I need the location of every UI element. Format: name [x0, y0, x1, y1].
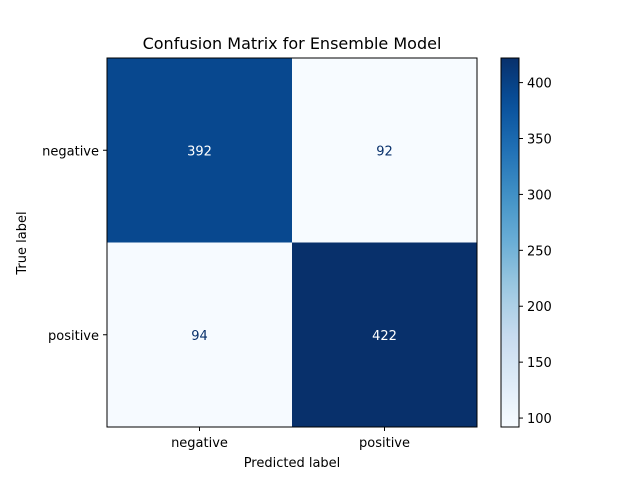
cell-negative-negative — [107, 58, 292, 243]
colorbar-ticks: 100 150 200 250 300 350 400 — [519, 77, 552, 427]
chart-title: Confusion Matrix for Ensemble Model — [143, 34, 442, 53]
cell-value-label: 392 — [187, 144, 212, 159]
cell-positive-positive — [292, 242, 477, 427]
cell-value-labels: 392 92 94 422 — [187, 144, 397, 344]
heatmap-frame — [106, 57, 478, 428]
colorbar-tick-label: 300 — [527, 188, 552, 203]
y-tick-label: positive — [48, 329, 99, 344]
x-tick-label: negative — [171, 436, 228, 451]
x-axis-ticks: negative positive — [171, 427, 410, 451]
colorbar-tick-label: 350 — [527, 133, 552, 148]
cell-value-label: 94 — [191, 329, 208, 344]
cell-positive-negative — [107, 242, 292, 427]
cell-value-label: 92 — [376, 144, 393, 159]
y-tick-label: negative — [42, 144, 99, 159]
heatmap-cells — [107, 58, 477, 427]
colorbar — [501, 58, 519, 427]
colorbar-tick-label: 100 — [527, 412, 552, 427]
colorbar-tick-label: 250 — [527, 244, 552, 259]
colorbar-tick-label: 150 — [527, 356, 552, 371]
y-axis-label: True label — [15, 211, 30, 275]
colorbar-frame — [500, 57, 520, 428]
cell-value-label: 422 — [372, 329, 397, 344]
y-axis-ticks: negative positive — [42, 144, 107, 344]
colorbar-tick-label: 200 — [527, 300, 552, 315]
colorbar-tick-label: 400 — [527, 77, 552, 92]
x-axis-label: Predicted label — [244, 456, 341, 471]
cell-negative-positive — [292, 58, 477, 243]
x-tick-label: positive — [359, 436, 410, 451]
